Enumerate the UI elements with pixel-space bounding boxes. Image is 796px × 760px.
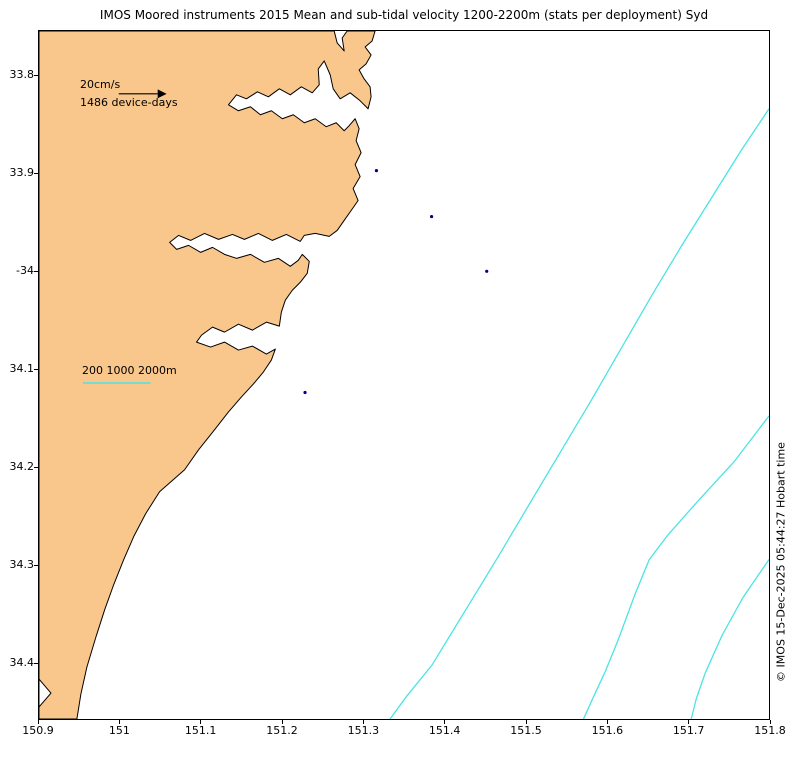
y-tick-mark xyxy=(34,662,38,664)
y-tick-mark xyxy=(34,368,38,370)
depth-contour-2000 xyxy=(690,559,769,719)
x-tick-label: 151 xyxy=(108,724,130,737)
y-tick-label: -34 xyxy=(16,264,34,277)
y-tick-label: 34.4 xyxy=(9,656,35,669)
y-tick-label: 33.8 xyxy=(9,68,35,81)
x-tick-mark xyxy=(444,720,446,724)
x-tick-label: 151.1 xyxy=(184,724,217,737)
station-marker xyxy=(374,169,379,173)
y-tick-label: 34.1 xyxy=(9,362,35,375)
x-tick-mark xyxy=(525,720,527,724)
y-tick-label: 34.2 xyxy=(9,460,35,473)
y-tick-mark xyxy=(34,466,38,468)
depth-contour-1000 xyxy=(582,415,769,719)
velocity-scale-label: 20cm/s xyxy=(80,78,121,91)
y-tick-label: 33.9 xyxy=(9,166,35,179)
station-marker xyxy=(303,390,307,395)
y-tick-mark xyxy=(34,270,38,272)
x-tick-label: 151.4 xyxy=(428,724,461,737)
y-tick-label: 34.3 xyxy=(9,558,35,571)
y-tick-mark xyxy=(34,172,38,174)
credit-watermark: © IMOS 15-Dec-2025 05:44:27 Hobart time xyxy=(774,442,788,682)
x-tick-label: 151.7 xyxy=(672,724,705,737)
depth-contour-200 xyxy=(389,108,769,719)
figure-title: IMOS Moored instruments 2015 Mean and su… xyxy=(99,8,709,22)
x-tick-mark xyxy=(118,720,120,724)
x-tick-label: 151.2 xyxy=(266,724,298,737)
x-tick-mark xyxy=(200,720,202,724)
x-tick-label: 151.3 xyxy=(347,724,380,737)
station-marker xyxy=(429,214,434,219)
device-days-label: 1486 device-days xyxy=(80,96,178,109)
coastal-inlet xyxy=(39,678,52,708)
scale-arrow xyxy=(118,89,167,99)
landmass xyxy=(39,31,376,719)
x-tick-mark xyxy=(281,720,283,724)
station-markers xyxy=(303,169,489,395)
x-tick-label: 151.5 xyxy=(510,724,542,737)
y-tick-mark xyxy=(34,564,38,566)
x-tick-mark xyxy=(362,720,364,724)
x-tick-mark xyxy=(688,720,690,724)
x-tick-label: 151.6 xyxy=(591,724,624,737)
x-tick-label: 151.8 xyxy=(754,724,786,737)
map-plot-area xyxy=(38,30,770,720)
station-marker xyxy=(485,269,489,273)
x-tick-label: 150.9 xyxy=(22,724,54,737)
map-canvas xyxy=(39,31,769,719)
x-tick-mark xyxy=(769,720,771,724)
x-tick-mark xyxy=(37,720,39,724)
y-tick-mark xyxy=(34,74,38,76)
depth-legend-label: 200 1000 2000m xyxy=(82,364,177,377)
x-tick-mark xyxy=(606,720,608,724)
